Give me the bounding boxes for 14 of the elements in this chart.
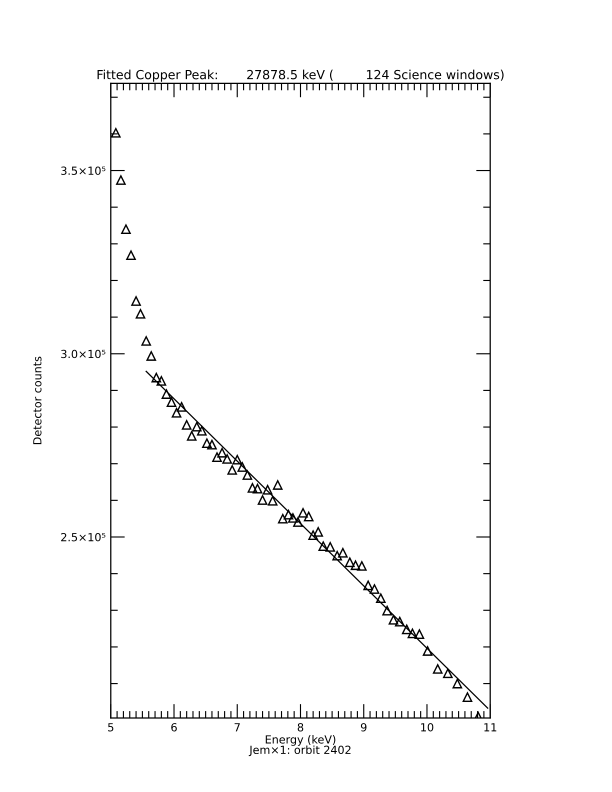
y-tick-label: 3.0×10⁵ bbox=[61, 350, 106, 358]
text: Jem×1: orbit 2402 bbox=[248, 745, 351, 756]
x-tick-label: 6 bbox=[171, 723, 177, 732]
x-tick-label: 11 bbox=[484, 723, 496, 732]
x-tick-label: 5 bbox=[108, 723, 114, 732]
x-tick-label: 8 bbox=[298, 723, 304, 732]
x-tick-label: 10 bbox=[421, 723, 434, 732]
y-axis-title: Detector counts bbox=[33, 356, 42, 444]
x-axis-title: Energy (keV) bbox=[266, 735, 336, 746]
x-tick-label: 7 bbox=[234, 723, 240, 732]
chart-title: Fitted Copper Peak: 27878.5 keV ( 124 Science windows) bbox=[98, 70, 504, 82]
x-tick-label: 9 bbox=[360, 723, 366, 732]
y-tick-label: 2.5×10⁵ bbox=[61, 532, 106, 542]
y-tick-label: 3.5×10⁵ bbox=[61, 166, 106, 175]
